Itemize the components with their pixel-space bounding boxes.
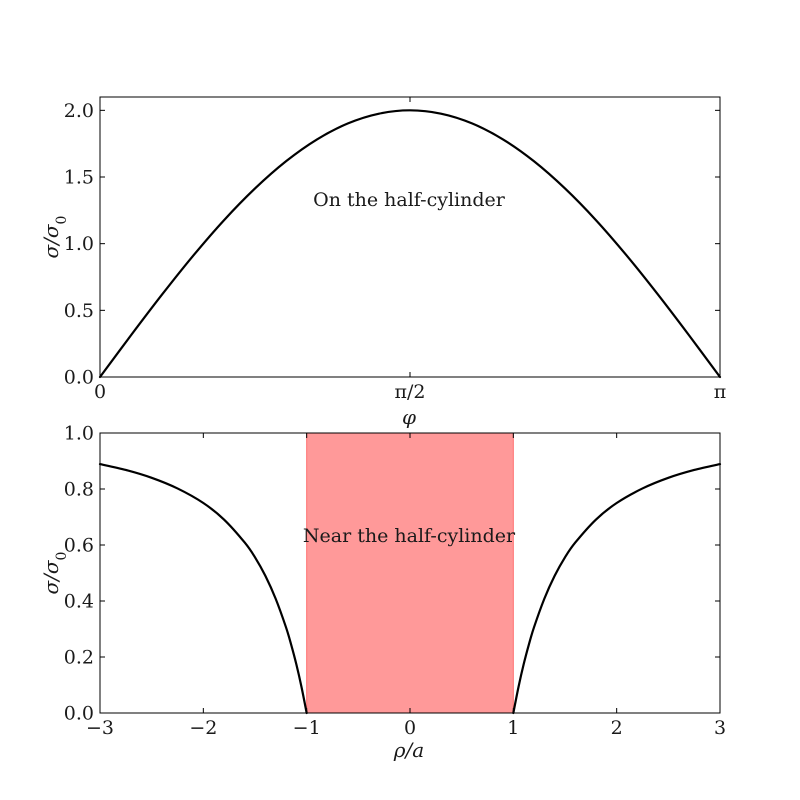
- bottom-y-axis-label-text: σ/σ: [39, 559, 63, 594]
- top-y-tick-label-4: 2.0: [64, 100, 94, 122]
- shaded-region-half-cylinder: [306, 432, 514, 714]
- bottom-y-tick-label-1: 0.2: [64, 647, 94, 669]
- bottom-series-group: [98, 462, 722, 715]
- top-y-tick-label-0: 0.0: [64, 367, 94, 389]
- top-series-group: [98, 109, 722, 379]
- top-y-axis-label: σ/σ0: [39, 216, 70, 259]
- bottom-x-tick-label-2: −1: [293, 717, 321, 739]
- plot-top-half-cylinder: 0 π/2 π 0.0 0.5 1.0 1.5 2.0 On the half-cylinde…: [39, 96, 726, 429]
- bottom-y-axis-label-subscript: 0: [54, 552, 70, 561]
- bottom-y-tick-label-4: 0.8: [64, 479, 94, 501]
- bottom-x-tick-label-3: 0: [404, 717, 416, 739]
- plot-bottom-near-half-cylinder: −3 −2 −1 0 1 2 3 0.0 0.2 0.4 0.6 0.8 1.0 Near the ha…: [39, 423, 726, 763]
- bottom-series-line-0: [98, 462, 308, 715]
- top-ticks-group: 0 π/2 π 0.0 0.5 1.0 1.5 2.0: [64, 97, 726, 403]
- top-y-axis-label-text: σ/σ: [39, 223, 63, 258]
- bottom-series-line-1: [512, 462, 722, 715]
- bottom-y-tick-label-3: 0.6: [64, 535, 94, 557]
- bottom-y-tick-label-2: 0.4: [64, 591, 94, 613]
- top-series-line-0: [98, 109, 722, 379]
- top-y-tick-label-3: 1.5: [64, 167, 94, 189]
- bottom-x-tick-label-0: −3: [86, 717, 114, 739]
- top-x-tick-label-0: 0: [94, 381, 106, 403]
- bottom-x-tick-label-1: −2: [189, 717, 217, 739]
- top-x-axis-label: φ: [402, 405, 416, 429]
- top-x-tick-label-1: π/2: [395, 381, 426, 403]
- top-y-axis-label-subscript: 0: [54, 216, 70, 225]
- top-x-tick-label-2: π: [714, 381, 727, 403]
- bottom-x-axis-label: ρ/a: [393, 738, 424, 762]
- bottom-x-tick-label-4: 1: [507, 717, 519, 739]
- top-annotation: On the half-cylinder: [313, 189, 506, 211]
- top-y-tick-label-1: 0.5: [64, 300, 94, 322]
- bottom-ticks-group: −3 −2 −1 0 1 2 3 0.0 0.2 0.4 0.6 0.8 1.0: [64, 423, 726, 740]
- top-y-tick-label-2: 1.0: [64, 233, 94, 255]
- bottom-y-tick-label-0: 0.0: [64, 703, 94, 725]
- bottom-y-axis-label: σ/σ0: [39, 552, 70, 595]
- bottom-x-tick-label-6: 3: [714, 717, 726, 739]
- bottom-y-tick-label-5: 1.0: [64, 423, 94, 445]
- bottom-annotation: Near the half-cylinder: [303, 525, 516, 547]
- bottom-x-tick-label-5: 2: [611, 717, 623, 739]
